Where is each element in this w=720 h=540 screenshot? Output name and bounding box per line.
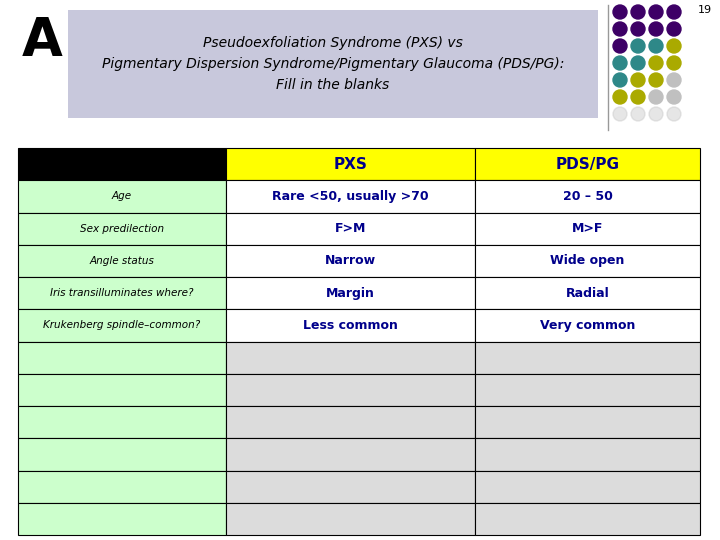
Text: Rare <50, usually >70: Rare <50, usually >70 [272, 190, 429, 203]
Bar [18, 277, 226, 309]
Bar [18, 406, 226, 438]
Text: A: A [22, 15, 63, 67]
Bar [475, 148, 700, 180]
Bar [18, 341, 226, 374]
Text: F>M: F>M [335, 222, 366, 235]
Bar [226, 503, 475, 535]
Bar [475, 213, 700, 245]
Circle shape [613, 5, 627, 19]
Circle shape [667, 107, 681, 121]
Text: Sex predilection: Sex predilection [80, 224, 164, 234]
Circle shape [631, 5, 645, 19]
Circle shape [649, 5, 663, 19]
Circle shape [667, 39, 681, 53]
Circle shape [613, 39, 627, 53]
FancyBboxPatch shape [68, 10, 598, 118]
Text: Krukenberg spindle–common?: Krukenberg spindle–common? [43, 320, 201, 330]
Circle shape [667, 73, 681, 87]
Bar [475, 245, 700, 277]
Circle shape [631, 39, 645, 53]
Circle shape [613, 56, 627, 70]
Circle shape [667, 90, 681, 104]
Text: Less common: Less common [303, 319, 398, 332]
Bar [18, 438, 226, 470]
Circle shape [613, 107, 627, 121]
Bar [475, 438, 700, 470]
Text: 19: 19 [698, 5, 712, 15]
Bar [475, 470, 700, 503]
Text: PXS: PXS [333, 157, 367, 172]
Bar [18, 503, 226, 535]
Bar [226, 309, 475, 341]
Bar [226, 213, 475, 245]
Bar [18, 148, 226, 180]
Text: PDS/PG: PDS/PG [555, 157, 619, 172]
Circle shape [631, 22, 645, 36]
Circle shape [649, 90, 663, 104]
Text: Margin: Margin [326, 287, 375, 300]
Text: Angle status: Angle status [89, 256, 155, 266]
Bar [18, 213, 226, 245]
Circle shape [613, 90, 627, 104]
Bar [18, 180, 226, 213]
Text: Age: Age [112, 191, 132, 201]
Bar [226, 245, 475, 277]
Bar [226, 148, 475, 180]
Bar [475, 406, 700, 438]
Bar [226, 180, 475, 213]
Text: Radial: Radial [566, 287, 609, 300]
Bar [226, 438, 475, 470]
Bar [475, 180, 700, 213]
Bar [475, 309, 700, 341]
Circle shape [649, 22, 663, 36]
Bar [475, 341, 700, 374]
Bar [475, 503, 700, 535]
Bar [18, 309, 226, 341]
Circle shape [649, 107, 663, 121]
Circle shape [649, 73, 663, 87]
Circle shape [649, 56, 663, 70]
Circle shape [667, 56, 681, 70]
Text: Narrow: Narrow [325, 254, 376, 267]
Circle shape [667, 22, 681, 36]
Text: Iris transilluminates where?: Iris transilluminates where? [50, 288, 194, 298]
Circle shape [613, 73, 627, 87]
Text: Very common: Very common [540, 319, 635, 332]
Bar [226, 470, 475, 503]
Bar [226, 341, 475, 374]
Bar [226, 277, 475, 309]
Bar [18, 245, 226, 277]
Bar [18, 470, 226, 503]
Bar [475, 374, 700, 406]
Circle shape [667, 5, 681, 19]
Bar [226, 374, 475, 406]
Text: Pseudoexfoliation Syndrome (PXS) vs
Pigmentary Dispersion Syndrome/Pigmentary Gl: Pseudoexfoliation Syndrome (PXS) vs Pigm… [102, 36, 564, 92]
Circle shape [631, 107, 645, 121]
Bar [475, 277, 700, 309]
Text: 20 – 50: 20 – 50 [562, 190, 613, 203]
Circle shape [631, 73, 645, 87]
Text: M>F: M>F [572, 222, 603, 235]
Bar [226, 406, 475, 438]
Circle shape [631, 56, 645, 70]
Circle shape [613, 22, 627, 36]
Circle shape [631, 90, 645, 104]
Bar [18, 374, 226, 406]
Circle shape [649, 39, 663, 53]
Text: Wide open: Wide open [550, 254, 625, 267]
